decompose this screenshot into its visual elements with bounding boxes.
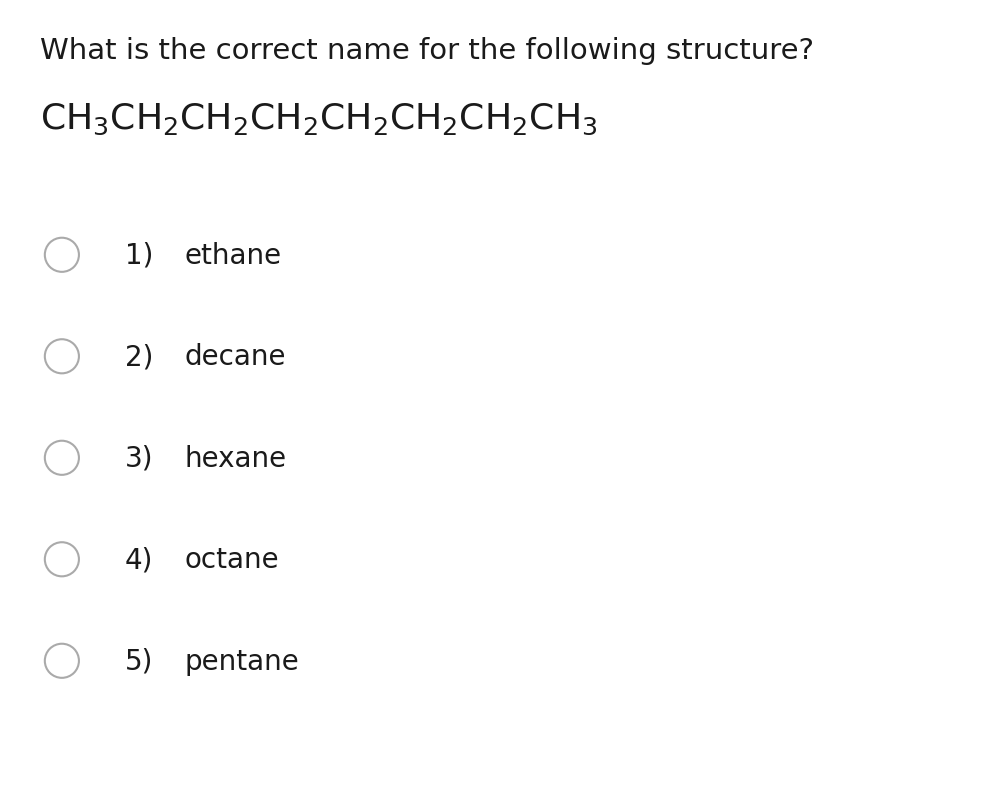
Text: 4): 4) <box>125 546 153 573</box>
Text: octane: octane <box>185 546 279 573</box>
Text: 5): 5) <box>125 647 153 675</box>
Text: 2): 2) <box>125 343 153 371</box>
Text: 1): 1) <box>125 242 153 269</box>
Text: ethane: ethane <box>185 242 281 269</box>
Text: 3): 3) <box>125 444 154 472</box>
Text: pentane: pentane <box>185 647 299 675</box>
Text: decane: decane <box>185 343 286 371</box>
Text: hexane: hexane <box>185 444 286 472</box>
Text: What is the correct name for the following structure?: What is the correct name for the followi… <box>40 36 814 64</box>
Text: $\mathregular{CH_3CH_2CH_2CH_2CH_2CH_2CH_2CH_3}$: $\mathregular{CH_3CH_2CH_2CH_2CH_2CH_2CH… <box>40 101 598 136</box>
